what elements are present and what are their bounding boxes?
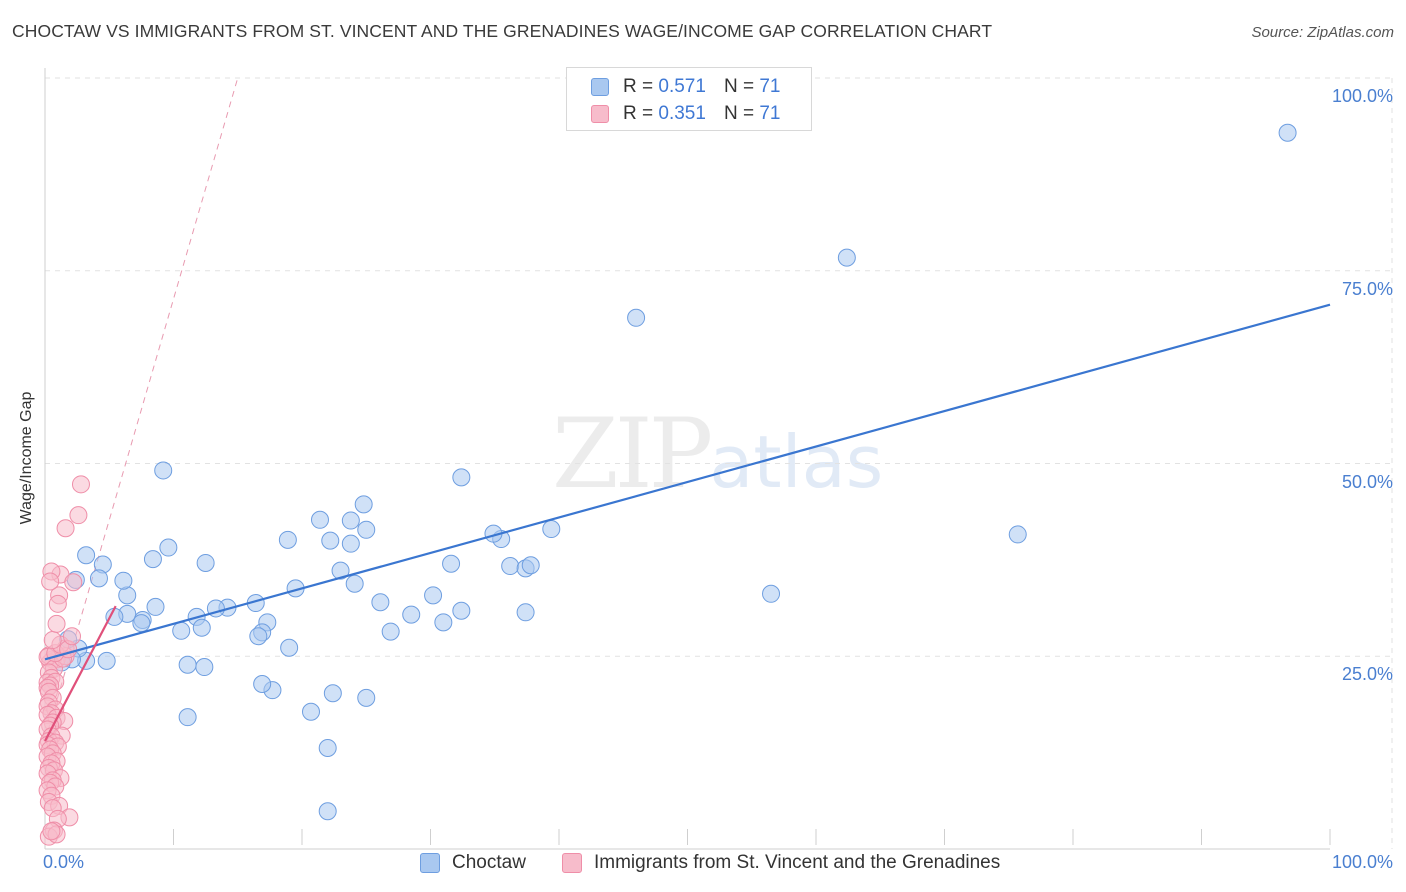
point-choctaw <box>345 574 364 593</box>
legend-swatch-immigrants <box>591 105 609 123</box>
point-choctaw <box>196 553 215 572</box>
y-tick-label: 50.0% <box>1341 471 1393 492</box>
correlation-legend: R = 0.571 N = 71 R = 0.351 N = 71 <box>566 67 812 131</box>
x-tick-label: 0.0% <box>43 852 85 872</box>
watermark-zip: ZIP <box>552 398 713 510</box>
point-choctaw <box>452 468 471 487</box>
point-choctaw <box>357 520 376 539</box>
watermark: ZIPatlas <box>552 398 883 510</box>
trendline-choctaw <box>44 303 1331 661</box>
point-choctaw <box>278 530 297 549</box>
point-choctaw <box>542 520 561 539</box>
chart-title: CHOCTAW VS IMMIGRANTS FROM ST. VINCENT A… <box>12 21 993 41</box>
point-choctaw <box>301 702 320 721</box>
point-immigrants <box>41 572 60 591</box>
series-swatch-choctaw <box>420 853 440 873</box>
series-label-choctaw: Choctaw <box>452 852 526 873</box>
point-choctaw <box>341 511 360 530</box>
point-choctaw <box>77 546 96 565</box>
point-choctaw <box>521 556 540 575</box>
point-choctaw <box>318 802 337 821</box>
watermark-atlas: atlas <box>709 420 884 504</box>
point-choctaw <box>371 593 390 612</box>
point-choctaw <box>318 738 337 757</box>
point-choctaw <box>357 688 376 707</box>
series-legend: Choctaw Immigrants from St. Vincent and … <box>0 852 1406 876</box>
legend-swatch-choctaw <box>591 78 609 96</box>
source-credit: Source: ZipAtlas.com <box>1251 24 1394 41</box>
point-choctaw <box>143 550 162 569</box>
legend-r-value: 0.571 <box>658 76 706 97</box>
point-choctaw <box>341 534 360 553</box>
point-choctaw <box>501 557 520 576</box>
point-choctaw <box>452 601 471 620</box>
point-choctaw <box>434 613 453 632</box>
legend-r-label: R = <box>623 76 654 97</box>
point-choctaw <box>1278 123 1297 142</box>
point-choctaw <box>178 708 197 727</box>
point-choctaw <box>178 655 197 674</box>
point-choctaw <box>331 561 350 580</box>
point-immigrants <box>43 631 62 650</box>
point-immigrants <box>69 506 88 525</box>
point-immigrants <box>42 822 61 841</box>
legend-n-label: N = <box>723 76 755 97</box>
point-immigrants <box>64 573 83 592</box>
point-choctaw <box>442 554 461 573</box>
x-tick-label: 100.0% <box>1331 852 1393 872</box>
point-choctaw <box>253 675 272 694</box>
point-choctaw <box>105 607 124 626</box>
point-choctaw <box>424 586 443 605</box>
point-choctaw <box>381 622 400 641</box>
legend-row-choctaw: R = 0.571 N = 71 <box>591 75 780 99</box>
series-swatch-immigrants <box>562 853 582 873</box>
point-choctaw <box>837 248 856 267</box>
point-choctaw <box>172 621 191 640</box>
point-immigrants <box>48 594 67 613</box>
point-choctaw <box>310 510 329 529</box>
point-choctaw <box>159 538 178 557</box>
point-choctaw <box>516 603 535 622</box>
point-choctaw <box>192 618 211 637</box>
legend-r-label: R = <box>623 103 654 124</box>
legend-r-value: 0.351 <box>658 103 706 124</box>
point-choctaw <box>146 597 165 616</box>
y-tick-label: 100.0% <box>1331 86 1393 106</box>
point-immigrants <box>56 519 75 538</box>
point-immigrants <box>47 614 66 633</box>
point-choctaw <box>323 684 342 703</box>
point-choctaw <box>249 627 268 646</box>
y-tick-label: 25.0% <box>1341 664 1393 685</box>
series-legend-choctaw[interactable]: Choctaw <box>420 852 526 874</box>
legend-n-label: N = <box>723 103 755 124</box>
point-choctaw <box>195 658 214 677</box>
point-choctaw <box>627 308 646 327</box>
point-choctaw <box>280 638 299 657</box>
point-choctaw <box>354 495 373 514</box>
y-axis-label: Wage/Income Gap <box>18 391 35 525</box>
trendline-immigrants <box>44 605 117 742</box>
point-choctaw <box>1008 525 1027 544</box>
point-choctaw <box>402 605 421 624</box>
legend-n-value: 71 <box>759 103 781 124</box>
point-choctaw <box>97 651 116 670</box>
point-choctaw <box>321 531 340 550</box>
point-immigrants <box>71 475 90 494</box>
y-tick-label: 75.0% <box>1341 278 1393 299</box>
point-choctaw <box>762 584 781 603</box>
series-label-immigrants: Immigrants from St. Vincent and the Gren… <box>594 852 1001 873</box>
point-immigrants <box>62 627 81 646</box>
point-choctaw <box>154 461 173 480</box>
series-legend-immigrants[interactable]: Immigrants from St. Vincent and the Gren… <box>562 852 1000 874</box>
legend-row-immigrants: R = 0.351 N = 71 <box>591 102 780 126</box>
legend-n-value: 71 <box>759 76 781 97</box>
point-choctaw <box>89 569 108 588</box>
point-choctaw <box>114 571 133 590</box>
